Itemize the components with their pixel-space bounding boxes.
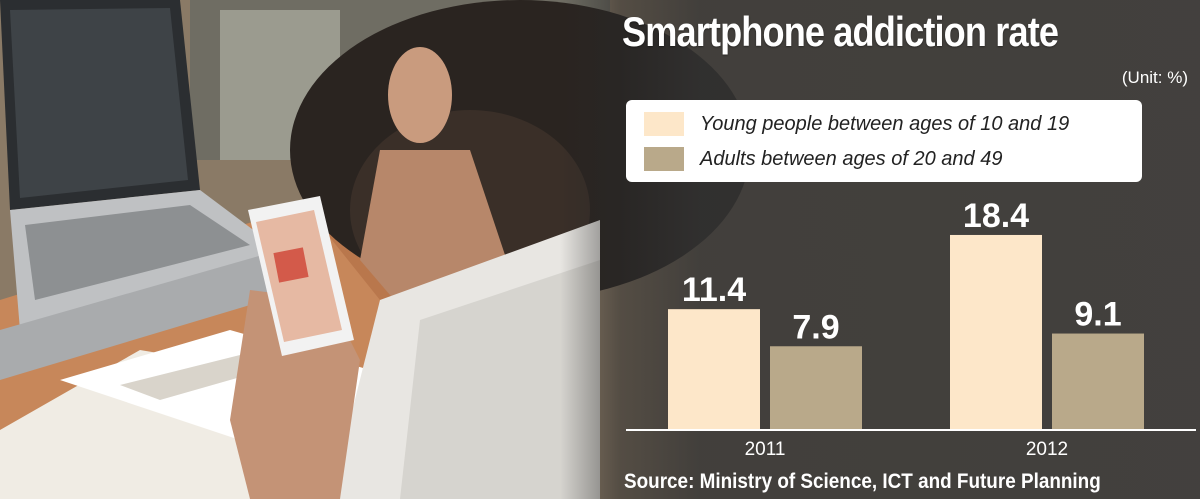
x-tick-label-2011: 2011 [745, 439, 786, 460]
legend-swatch-adults [644, 147, 684, 171]
legend-label-adults: Adults between ages of 20 and 49 [700, 147, 1003, 170]
legend-label-young: Young people between ages of 10 and 19 [700, 112, 1070, 135]
bar-2011-series-1 [770, 346, 862, 430]
unit-label: (Unit: %) [1121, 68, 1188, 87]
legend-item-young: Young people between ages of 10 and 19 [644, 109, 1069, 139]
data-label-2011-series-1: 7.9 [792, 308, 839, 346]
source-note: Source: Ministry of Science, ICT and Fut… [624, 470, 1101, 493]
bar-2011-series-0 [668, 309, 760, 430]
chart-title: Smartphone addiction rate [622, 8, 1059, 55]
legend: Young people between ages of 10 and 19 A… [626, 100, 1142, 182]
bar-2012-series-1 [1052, 333, 1144, 430]
data-label-2012-series-0: 18.4 [963, 197, 1029, 235]
data-label-2011-series-0: 11.4 [682, 271, 746, 309]
x-tick-label-2012: 2012 [1026, 439, 1068, 460]
bar-2012-series-0 [950, 234, 1042, 430]
legend-swatch-young [644, 112, 684, 136]
data-label-2012-series-1: 9.1 [1074, 296, 1121, 334]
legend-item-adults: Adults between ages of 20 and 49 [644, 144, 1002, 174]
